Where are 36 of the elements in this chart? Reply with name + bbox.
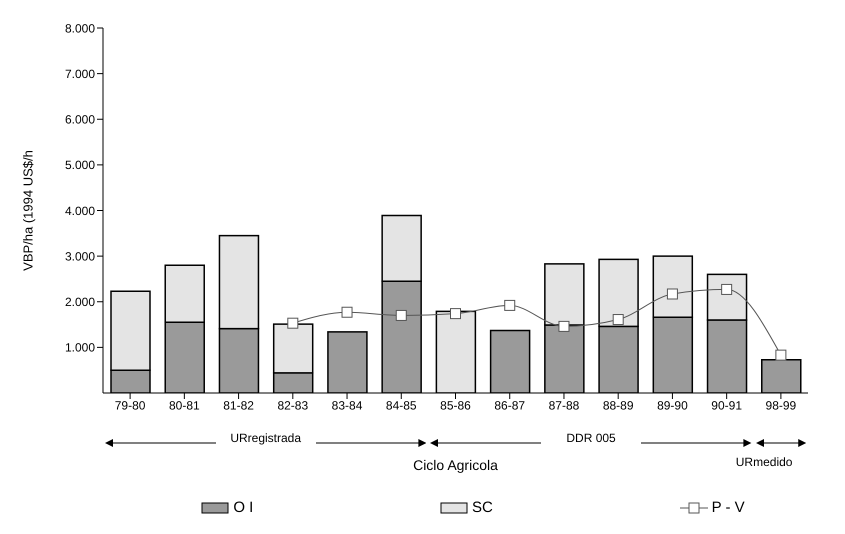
x-tick-label: 84-85 xyxy=(386,398,417,413)
x-tick-label: 90-91 xyxy=(711,398,742,413)
x-tick-label: 98-99 xyxy=(766,398,797,413)
y-tick-label: 3.000 xyxy=(64,249,96,264)
text: DDR 005 xyxy=(541,431,642,445)
x-tick-label: 83-84 xyxy=(332,398,363,413)
point xyxy=(396,310,407,321)
text: URregistrada xyxy=(216,431,316,445)
x-tick-label: 85-86 xyxy=(440,398,472,413)
x-tick-label: 87-88 xyxy=(548,398,580,413)
y-axis-title: VBP/ha (1994 US$/h xyxy=(20,150,36,271)
y-tick-label: 1.000 xyxy=(64,340,96,355)
y-tick-label: 6.000 xyxy=(64,112,96,127)
y-tick-label: 4.000 xyxy=(64,204,96,218)
y-tick-label: 2.000 xyxy=(64,295,96,310)
y-tick-label: 8.000 xyxy=(64,21,96,36)
legend-label: P - V xyxy=(712,499,745,516)
x-tick-label: 82-83 xyxy=(277,398,308,413)
point xyxy=(450,308,461,320)
point xyxy=(558,320,570,332)
legend-label: O I xyxy=(233,499,254,516)
point xyxy=(287,318,298,329)
legend-label: SC xyxy=(472,499,493,516)
y-tick-label: 7.000 xyxy=(64,66,96,81)
x-axis-title: Ciclo Agricola xyxy=(413,457,498,473)
point xyxy=(666,288,678,300)
x-tick-label: 80-81 xyxy=(168,398,200,413)
text: URmedido xyxy=(736,455,792,469)
x-tick-label: 79-80 xyxy=(114,398,146,413)
x-tick-label: 86-87 xyxy=(494,398,526,413)
x-tick-label: 81-82 xyxy=(223,398,254,413)
point xyxy=(721,284,732,295)
y-tick-label: 5.000 xyxy=(64,158,96,172)
x-tick-label: 89-90 xyxy=(657,398,688,413)
x-tick-label: 88-89 xyxy=(602,398,634,413)
point xyxy=(612,314,624,326)
